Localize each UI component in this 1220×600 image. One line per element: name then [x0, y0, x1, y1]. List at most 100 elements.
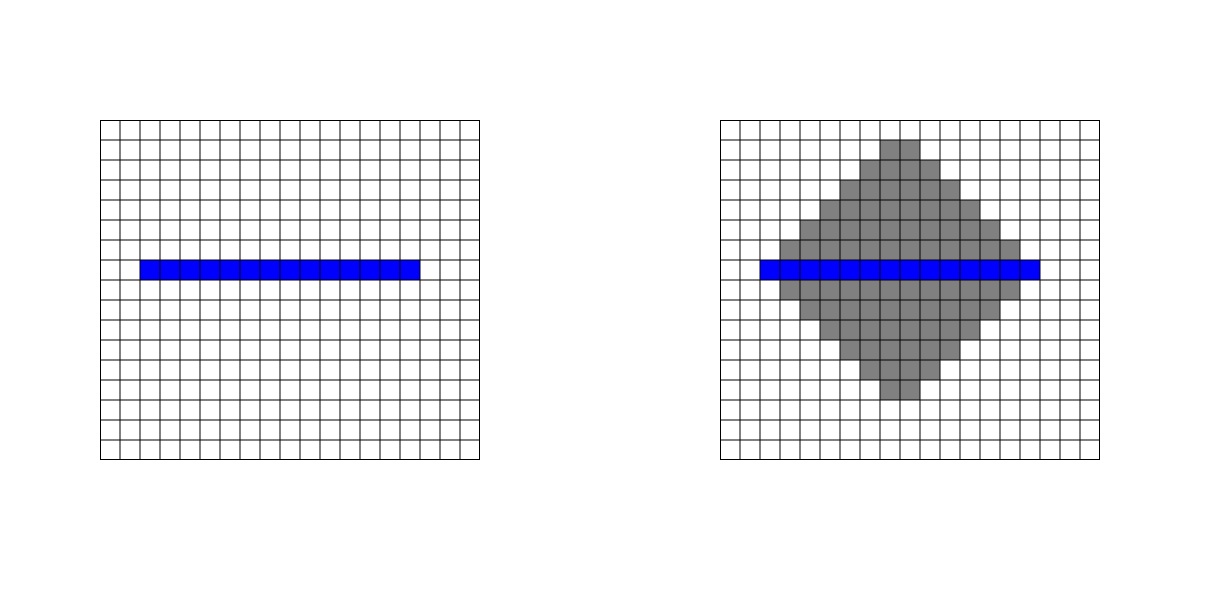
diamond-cell	[880, 220, 900, 240]
diamond-cell	[900, 220, 920, 240]
diamond-cell	[780, 280, 800, 300]
diamond-cell	[920, 280, 940, 300]
diamond-cell	[900, 200, 920, 220]
diamond-cell	[960, 220, 980, 240]
diamond-cell	[900, 140, 920, 160]
diamond-cell	[960, 280, 980, 300]
diamond-cell	[980, 280, 1000, 300]
diamond-cell	[880, 320, 900, 340]
right-grid-canvas	[720, 120, 1100, 460]
diamond-cell	[860, 220, 880, 240]
line-cell	[140, 260, 160, 280]
diamond-cell	[860, 360, 880, 380]
diamond-cell	[840, 340, 860, 360]
line-cell	[340, 260, 360, 280]
diamond-cell	[840, 280, 860, 300]
diamond-cell	[920, 300, 940, 320]
diamond-cell	[920, 160, 940, 180]
diamond-cell	[860, 340, 880, 360]
diamond-cell	[900, 180, 920, 200]
diamond-cell	[840, 320, 860, 340]
diamond-cell	[800, 280, 820, 300]
diamond-cell	[880, 280, 900, 300]
diamond-cell	[900, 300, 920, 320]
line-cell	[760, 260, 780, 280]
diamond-cell	[820, 320, 840, 340]
diamond-cell	[960, 240, 980, 260]
diamond-cell	[1000, 240, 1020, 260]
line-cell	[400, 260, 420, 280]
line-cell	[220, 260, 240, 280]
diamond-cell	[880, 240, 900, 260]
line-cell	[820, 260, 840, 280]
diamond-cell	[900, 160, 920, 180]
line-cell	[900, 260, 920, 280]
diamond-cell	[960, 320, 980, 340]
left-grid	[100, 120, 480, 460]
line-cell	[300, 260, 320, 280]
diamond-cell	[880, 180, 900, 200]
diamond-cell	[920, 360, 940, 380]
line-cell	[960, 260, 980, 280]
diamond-cell	[860, 300, 880, 320]
left-grid-canvas	[100, 120, 480, 460]
diamond-cell	[860, 320, 880, 340]
diamond-cell	[920, 220, 940, 240]
diamond-cell	[840, 220, 860, 240]
diamond-cell	[800, 220, 820, 240]
diamond-cell	[820, 280, 840, 300]
diamond-cell	[920, 240, 940, 260]
diamond-cell	[940, 280, 960, 300]
diamond-cell	[900, 360, 920, 380]
diamond-cell	[920, 340, 940, 360]
diamond-cell	[840, 300, 860, 320]
diamond-cell	[840, 240, 860, 260]
line-cell	[780, 260, 800, 280]
diamond-cell	[880, 200, 900, 220]
diamond-cell	[940, 200, 960, 220]
line-cell	[940, 260, 960, 280]
diamond-cell	[900, 240, 920, 260]
diamond-cell	[900, 280, 920, 300]
diamond-cell	[780, 240, 800, 260]
diamond-cell	[900, 320, 920, 340]
line-cell	[800, 260, 820, 280]
line-cell	[360, 260, 380, 280]
diamond-cell	[820, 240, 840, 260]
diamond-cell	[920, 180, 940, 200]
diamond-cell	[880, 360, 900, 380]
diamond-cell	[880, 340, 900, 360]
line-cell	[840, 260, 860, 280]
diamond-cell	[940, 320, 960, 340]
diamond-cell	[840, 180, 860, 200]
diamond-cell	[960, 300, 980, 320]
diamond-cell	[880, 380, 900, 400]
diamond-cell	[840, 200, 860, 220]
diamond-cell	[820, 220, 840, 240]
line-cell	[200, 260, 220, 280]
diamond-cell	[920, 320, 940, 340]
line-cell	[180, 260, 200, 280]
diamond-cell	[940, 180, 960, 200]
line-cell	[1020, 260, 1040, 280]
line-cell	[880, 260, 900, 280]
diamond-cell	[900, 380, 920, 400]
diamond-cell	[820, 200, 840, 220]
diamond-cell	[880, 300, 900, 320]
diamond-cell	[1000, 280, 1020, 300]
line-cell	[320, 260, 340, 280]
diamond-cell	[860, 240, 880, 260]
diamond-cell	[820, 300, 840, 320]
diamond-cell	[940, 240, 960, 260]
diamond-cell	[880, 140, 900, 160]
diamond-cell	[800, 240, 820, 260]
diamond-cell	[980, 300, 1000, 320]
line-cell	[280, 260, 300, 280]
diamond-cell	[920, 200, 940, 220]
right-grid	[720, 120, 1100, 460]
diamond-cell	[960, 200, 980, 220]
diamond-cell	[900, 340, 920, 360]
diamond-cell	[800, 300, 820, 320]
diamond-cell	[940, 220, 960, 240]
line-cell	[160, 260, 180, 280]
